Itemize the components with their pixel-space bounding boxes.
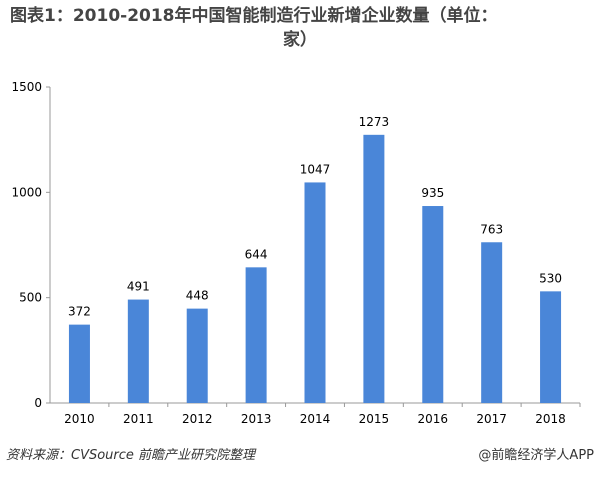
bar (304, 182, 326, 403)
data-label: 1273 (359, 115, 390, 129)
x-tick-label: 2011 (123, 412, 154, 426)
x-tick-label: 2014 (300, 412, 331, 426)
x-tick-label: 2015 (359, 412, 390, 426)
y-tick-label: 1500 (11, 80, 42, 94)
bar (68, 324, 90, 403)
bar (127, 299, 149, 403)
brand-credit: @前瞻经济学人APP (478, 448, 594, 463)
footer: 资料来源：CVSource 前瞻产业研究院整理 @前瞻经济学人APP (6, 444, 594, 466)
bar (481, 242, 503, 403)
bar (540, 291, 562, 403)
data-label: 372 (68, 305, 91, 319)
data-label: 530 (539, 271, 562, 285)
x-tick-label: 2012 (182, 412, 213, 426)
data-label: 491 (127, 280, 150, 294)
chart-title-line-1: 图表1：2010-2018年中国智能制造行业新增企业数量（单位： (10, 6, 498, 26)
y-tick-label: 1000 (11, 185, 42, 199)
x-tick-label: 2016 (418, 412, 449, 426)
bar (186, 308, 208, 403)
data-label: 935 (421, 186, 444, 200)
x-tick-label: 2013 (241, 412, 272, 426)
source-note: 资料来源：CVSource 前瞻产业研究院整理 (6, 448, 256, 463)
data-label: 448 (186, 289, 209, 303)
bar (422, 206, 444, 403)
x-tick-label: 2010 (64, 412, 95, 426)
chart-title: 图表1：2010-2018年中国智能制造行业新增企业数量（单位： 家） (10, 4, 590, 52)
chart-title-line-2: 家） (283, 30, 317, 50)
data-label: 763 (480, 222, 503, 236)
y-tick-label: 500 (19, 291, 42, 305)
data-label: 1047 (300, 162, 331, 176)
data-label: 644 (245, 247, 268, 261)
x-tick-label: 2017 (476, 412, 507, 426)
x-tick-label: 2018 (535, 412, 566, 426)
y-tick-label: 0 (34, 396, 42, 410)
bar (245, 267, 267, 403)
bar (363, 134, 385, 403)
